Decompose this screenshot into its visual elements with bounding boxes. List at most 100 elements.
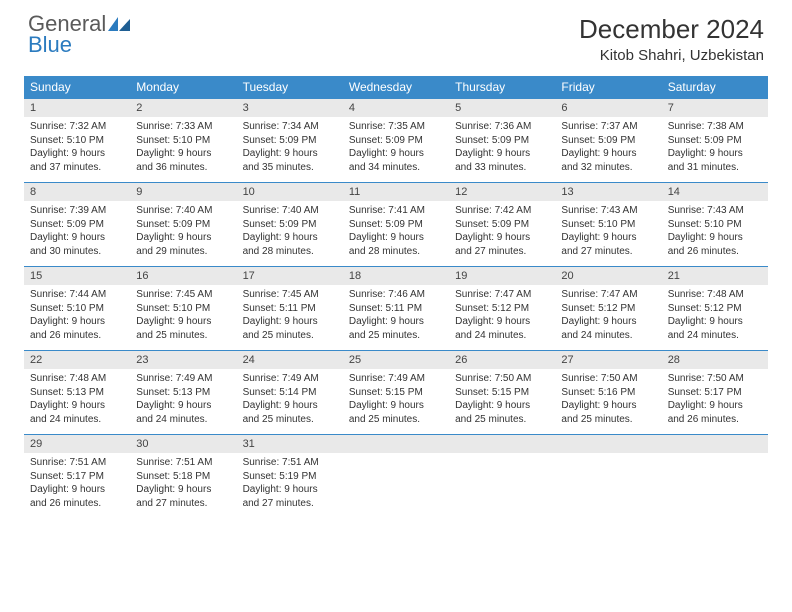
day-body: Sunrise: 7:37 AMSunset: 5:09 PMDaylight:… xyxy=(555,117,661,182)
calendar-day-cell: 11Sunrise: 7:41 AMSunset: 5:09 PMDayligh… xyxy=(343,183,449,267)
day-number: 28 xyxy=(662,351,768,369)
day-number xyxy=(343,435,449,453)
calendar-day-cell: 2Sunrise: 7:33 AMSunset: 5:10 PMDaylight… xyxy=(130,99,236,183)
calendar-day-cell: 25Sunrise: 7:49 AMSunset: 5:15 PMDayligh… xyxy=(343,351,449,435)
calendar-day-cell: 28Sunrise: 7:50 AMSunset: 5:17 PMDayligh… xyxy=(662,351,768,435)
day-body xyxy=(555,453,661,503)
calendar-week-row: 15Sunrise: 7:44 AMSunset: 5:10 PMDayligh… xyxy=(24,267,768,351)
calendar-day-cell: 30Sunrise: 7:51 AMSunset: 5:18 PMDayligh… xyxy=(130,435,236,519)
day-number: 14 xyxy=(662,183,768,201)
calendar-day-cell: 20Sunrise: 7:47 AMSunset: 5:12 PMDayligh… xyxy=(555,267,661,351)
day-body: Sunrise: 7:41 AMSunset: 5:09 PMDaylight:… xyxy=(343,201,449,266)
calendar-day-cell xyxy=(555,435,661,519)
day-body: Sunrise: 7:33 AMSunset: 5:10 PMDaylight:… xyxy=(130,117,236,182)
day-body: Sunrise: 7:49 AMSunset: 5:13 PMDaylight:… xyxy=(130,369,236,434)
day-body: Sunrise: 7:32 AMSunset: 5:10 PMDaylight:… xyxy=(24,117,130,182)
title-area: December 2024 Kitob Shahri, Uzbekistan xyxy=(579,14,764,64)
calendar-day-cell: 27Sunrise: 7:50 AMSunset: 5:16 PMDayligh… xyxy=(555,351,661,435)
calendar-day-cell: 5Sunrise: 7:36 AMSunset: 5:09 PMDaylight… xyxy=(449,99,555,183)
calendar-day-cell: 6Sunrise: 7:37 AMSunset: 5:09 PMDaylight… xyxy=(555,99,661,183)
calendar-day-cell: 21Sunrise: 7:48 AMSunset: 5:12 PMDayligh… xyxy=(662,267,768,351)
day-body: Sunrise: 7:44 AMSunset: 5:10 PMDaylight:… xyxy=(24,285,130,350)
day-number: 13 xyxy=(555,183,661,201)
calendar-day-cell: 4Sunrise: 7:35 AMSunset: 5:09 PMDaylight… xyxy=(343,99,449,183)
day-number: 21 xyxy=(662,267,768,285)
day-body: Sunrise: 7:40 AMSunset: 5:09 PMDaylight:… xyxy=(237,201,343,266)
day-body: Sunrise: 7:51 AMSunset: 5:19 PMDaylight:… xyxy=(237,453,343,518)
day-body: Sunrise: 7:50 AMSunset: 5:16 PMDaylight:… xyxy=(555,369,661,434)
calendar-day-cell: 15Sunrise: 7:44 AMSunset: 5:10 PMDayligh… xyxy=(24,267,130,351)
day-number: 19 xyxy=(449,267,555,285)
weekday-header: Thursday xyxy=(449,76,555,99)
calendar-day-cell: 24Sunrise: 7:49 AMSunset: 5:14 PMDayligh… xyxy=(237,351,343,435)
day-number: 18 xyxy=(343,267,449,285)
day-body: Sunrise: 7:36 AMSunset: 5:09 PMDaylight:… xyxy=(449,117,555,182)
calendar-day-cell: 14Sunrise: 7:43 AMSunset: 5:10 PMDayligh… xyxy=(662,183,768,267)
day-body: Sunrise: 7:43 AMSunset: 5:10 PMDaylight:… xyxy=(662,201,768,266)
day-body: Sunrise: 7:43 AMSunset: 5:10 PMDaylight:… xyxy=(555,201,661,266)
calendar-day-cell: 19Sunrise: 7:47 AMSunset: 5:12 PMDayligh… xyxy=(449,267,555,351)
logo-sail-icon xyxy=(108,17,130,31)
day-number: 10 xyxy=(237,183,343,201)
day-number: 9 xyxy=(130,183,236,201)
day-number: 17 xyxy=(237,267,343,285)
calendar-day-cell: 17Sunrise: 7:45 AMSunset: 5:11 PMDayligh… xyxy=(237,267,343,351)
day-number: 29 xyxy=(24,435,130,453)
day-number: 31 xyxy=(237,435,343,453)
day-number: 24 xyxy=(237,351,343,369)
day-body: Sunrise: 7:50 AMSunset: 5:15 PMDaylight:… xyxy=(449,369,555,434)
day-body xyxy=(662,453,768,503)
calendar-day-cell: 13Sunrise: 7:43 AMSunset: 5:10 PMDayligh… xyxy=(555,183,661,267)
day-body: Sunrise: 7:51 AMSunset: 5:18 PMDaylight:… xyxy=(130,453,236,518)
calendar-day-cell: 3Sunrise: 7:34 AMSunset: 5:09 PMDaylight… xyxy=(237,99,343,183)
day-number: 25 xyxy=(343,351,449,369)
day-body: Sunrise: 7:45 AMSunset: 5:11 PMDaylight:… xyxy=(237,285,343,350)
day-body: Sunrise: 7:34 AMSunset: 5:09 PMDaylight:… xyxy=(237,117,343,182)
weekday-header: Tuesday xyxy=(237,76,343,99)
logo-word2: Blue xyxy=(28,35,130,56)
day-number: 5 xyxy=(449,99,555,117)
day-number: 1 xyxy=(24,99,130,117)
day-body: Sunrise: 7:42 AMSunset: 5:09 PMDaylight:… xyxy=(449,201,555,266)
weekday-header: Monday xyxy=(130,76,236,99)
day-body: Sunrise: 7:49 AMSunset: 5:15 PMDaylight:… xyxy=(343,369,449,434)
calendar-table: SundayMondayTuesdayWednesdayThursdayFrid… xyxy=(24,76,768,518)
day-number: 22 xyxy=(24,351,130,369)
day-number: 11 xyxy=(343,183,449,201)
month-title: December 2024 xyxy=(579,14,764,45)
calendar-day-cell xyxy=(449,435,555,519)
day-body: Sunrise: 7:51 AMSunset: 5:17 PMDaylight:… xyxy=(24,453,130,518)
day-body: Sunrise: 7:50 AMSunset: 5:17 PMDaylight:… xyxy=(662,369,768,434)
calendar-day-cell: 7Sunrise: 7:38 AMSunset: 5:09 PMDaylight… xyxy=(662,99,768,183)
calendar-day-cell xyxy=(343,435,449,519)
day-body xyxy=(449,453,555,503)
weekday-header: Wednesday xyxy=(343,76,449,99)
day-number: 23 xyxy=(130,351,236,369)
calendar-body: 1Sunrise: 7:32 AMSunset: 5:10 PMDaylight… xyxy=(24,99,768,519)
header: General Blue December 2024 Kitob Shahri,… xyxy=(0,0,792,70)
day-body: Sunrise: 7:46 AMSunset: 5:11 PMDaylight:… xyxy=(343,285,449,350)
day-body: Sunrise: 7:35 AMSunset: 5:09 PMDaylight:… xyxy=(343,117,449,182)
calendar-day-cell: 31Sunrise: 7:51 AMSunset: 5:19 PMDayligh… xyxy=(237,435,343,519)
calendar-week-row: 29Sunrise: 7:51 AMSunset: 5:17 PMDayligh… xyxy=(24,435,768,519)
calendar-week-row: 1Sunrise: 7:32 AMSunset: 5:10 PMDaylight… xyxy=(24,99,768,183)
day-body: Sunrise: 7:47 AMSunset: 5:12 PMDaylight:… xyxy=(449,285,555,350)
day-body: Sunrise: 7:47 AMSunset: 5:12 PMDaylight:… xyxy=(555,285,661,350)
day-number: 8 xyxy=(24,183,130,201)
day-number: 2 xyxy=(130,99,236,117)
calendar-day-cell: 10Sunrise: 7:40 AMSunset: 5:09 PMDayligh… xyxy=(237,183,343,267)
logo: General Blue xyxy=(28,14,130,56)
day-body: Sunrise: 7:49 AMSunset: 5:14 PMDaylight:… xyxy=(237,369,343,434)
day-body: Sunrise: 7:40 AMSunset: 5:09 PMDaylight:… xyxy=(130,201,236,266)
day-number: 30 xyxy=(130,435,236,453)
day-body: Sunrise: 7:48 AMSunset: 5:13 PMDaylight:… xyxy=(24,369,130,434)
calendar-day-cell: 1Sunrise: 7:32 AMSunset: 5:10 PMDaylight… xyxy=(24,99,130,183)
day-number: 27 xyxy=(555,351,661,369)
weekday-header: Friday xyxy=(555,76,661,99)
calendar-day-cell: 23Sunrise: 7:49 AMSunset: 5:13 PMDayligh… xyxy=(130,351,236,435)
calendar-day-cell: 26Sunrise: 7:50 AMSunset: 5:15 PMDayligh… xyxy=(449,351,555,435)
calendar-day-cell: 29Sunrise: 7:51 AMSunset: 5:17 PMDayligh… xyxy=(24,435,130,519)
location: Kitob Shahri, Uzbekistan xyxy=(579,47,764,64)
day-number: 3 xyxy=(237,99,343,117)
calendar-week-row: 22Sunrise: 7:48 AMSunset: 5:13 PMDayligh… xyxy=(24,351,768,435)
